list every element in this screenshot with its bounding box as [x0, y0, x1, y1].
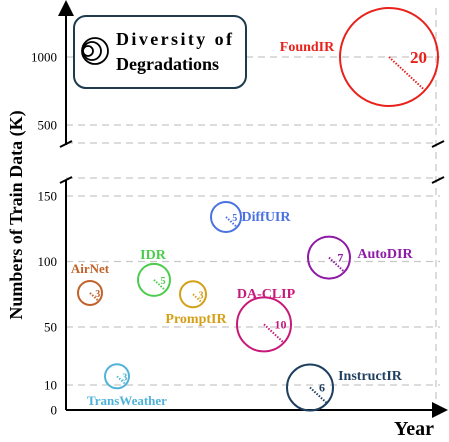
bubble-diffuir: 5 DiffUIR — [210, 200, 292, 233]
bubble-instructir: 6 InstructIR — [286, 363, 403, 412]
bubble-radius — [153, 279, 167, 292]
bubble-radius — [309, 386, 328, 404]
bubble-autodir: 7 AutoDIR — [307, 235, 414, 280]
y-tick-label: 0 — [51, 403, 58, 418]
y-tick-labels: 0 10 50 100 150 500 1000 — [31, 50, 57, 418]
bubble-count-label: 6 — [319, 381, 325, 395]
bubble-circle — [236, 296, 292, 353]
y-tick-label: 1000 — [31, 50, 57, 65]
y-tick-label: 100 — [38, 254, 58, 269]
axis-break-mark — [59, 176, 73, 184]
bubble-name-label: AutoDIR — [357, 247, 413, 262]
legend-text-line1: Diversity of — [116, 29, 233, 49]
bubble-name-label: InstructIR — [338, 369, 403, 384]
bubble-circle — [307, 235, 351, 280]
bubble-radius — [263, 323, 285, 344]
y-axis-title: Numbers of Train Data (K) — [6, 110, 27, 319]
y-tick-label: 50 — [44, 320, 57, 335]
bubble-circle — [210, 200, 242, 233]
bubble-airnet: 3 AirNet — [71, 261, 110, 306]
bubble-count-label: 3 — [199, 290, 204, 301]
legend-box — [73, 15, 247, 89]
x-axis-title: Year — [394, 418, 434, 440]
bubbles: 3 AirNet 3 TransWeather 5 IDR 3 PromptIR 5 DiffUI… — [71, 7, 439, 412]
bubble-name-label: FoundIR — [280, 40, 335, 55]
bubble-transweather: 3 TransWeather — [87, 363, 167, 408]
bubble-radius — [89, 292, 100, 302]
bubble-count-label: 3 — [95, 289, 100, 300]
bubble-name-label: AirNet — [71, 261, 110, 276]
bubble-name-label: DiffUIR — [242, 210, 292, 225]
bubble-promptir: 3 PromptIR — [165, 280, 227, 327]
y-tick-label: 500 — [38, 118, 58, 133]
bubble-name-label: IDR — [140, 248, 167, 263]
bubble-count-label: 7 — [337, 251, 343, 265]
bubble-count-label: 3 — [122, 372, 127, 383]
bubble-foundir: 20 FoundIR — [280, 7, 439, 107]
bubble-name-label: DA-CLIP — [237, 287, 296, 302]
grid-lines — [66, 8, 440, 410]
legend-text-line2: Degradations — [116, 54, 219, 74]
bubble-radius — [328, 256, 346, 273]
bubble-count-label: 20 — [410, 48, 427, 67]
y-tick-label: 10 — [44, 378, 57, 393]
axis-break-mark — [431, 176, 445, 184]
bubble-radius — [225, 216, 238, 228]
legend-bubble-icon — [81, 37, 109, 65]
bubble-circle — [339, 7, 439, 107]
bubble-radius — [192, 293, 204, 304]
axis-break-mark — [59, 140, 73, 148]
bubble-circle — [104, 363, 130, 390]
bubble-count-label: 5 — [161, 276, 166, 287]
axis-break-mark — [431, 140, 445, 148]
bubble-name-label: TransWeather — [87, 393, 167, 408]
bubble-name-label: PromptIR — [165, 312, 227, 327]
bubble-circle — [179, 280, 207, 309]
bubble-circle — [286, 363, 334, 412]
bubble-radius — [116, 375, 127, 386]
bubble-da-clip: 10 DA-CLIP — [236, 287, 296, 353]
bubble-circle — [77, 279, 103, 306]
legend: Diversity of Degradations — [73, 15, 247, 89]
bubble-radius — [388, 56, 426, 92]
bubble-circle — [137, 262, 171, 297]
axes — [58, 0, 448, 418]
bubble-count-label: 5 — [232, 213, 237, 224]
y-tick-label: 150 — [38, 189, 58, 204]
bubble-count-label: 10 — [274, 317, 286, 331]
bubble-idr: 5 IDR — [137, 248, 171, 297]
